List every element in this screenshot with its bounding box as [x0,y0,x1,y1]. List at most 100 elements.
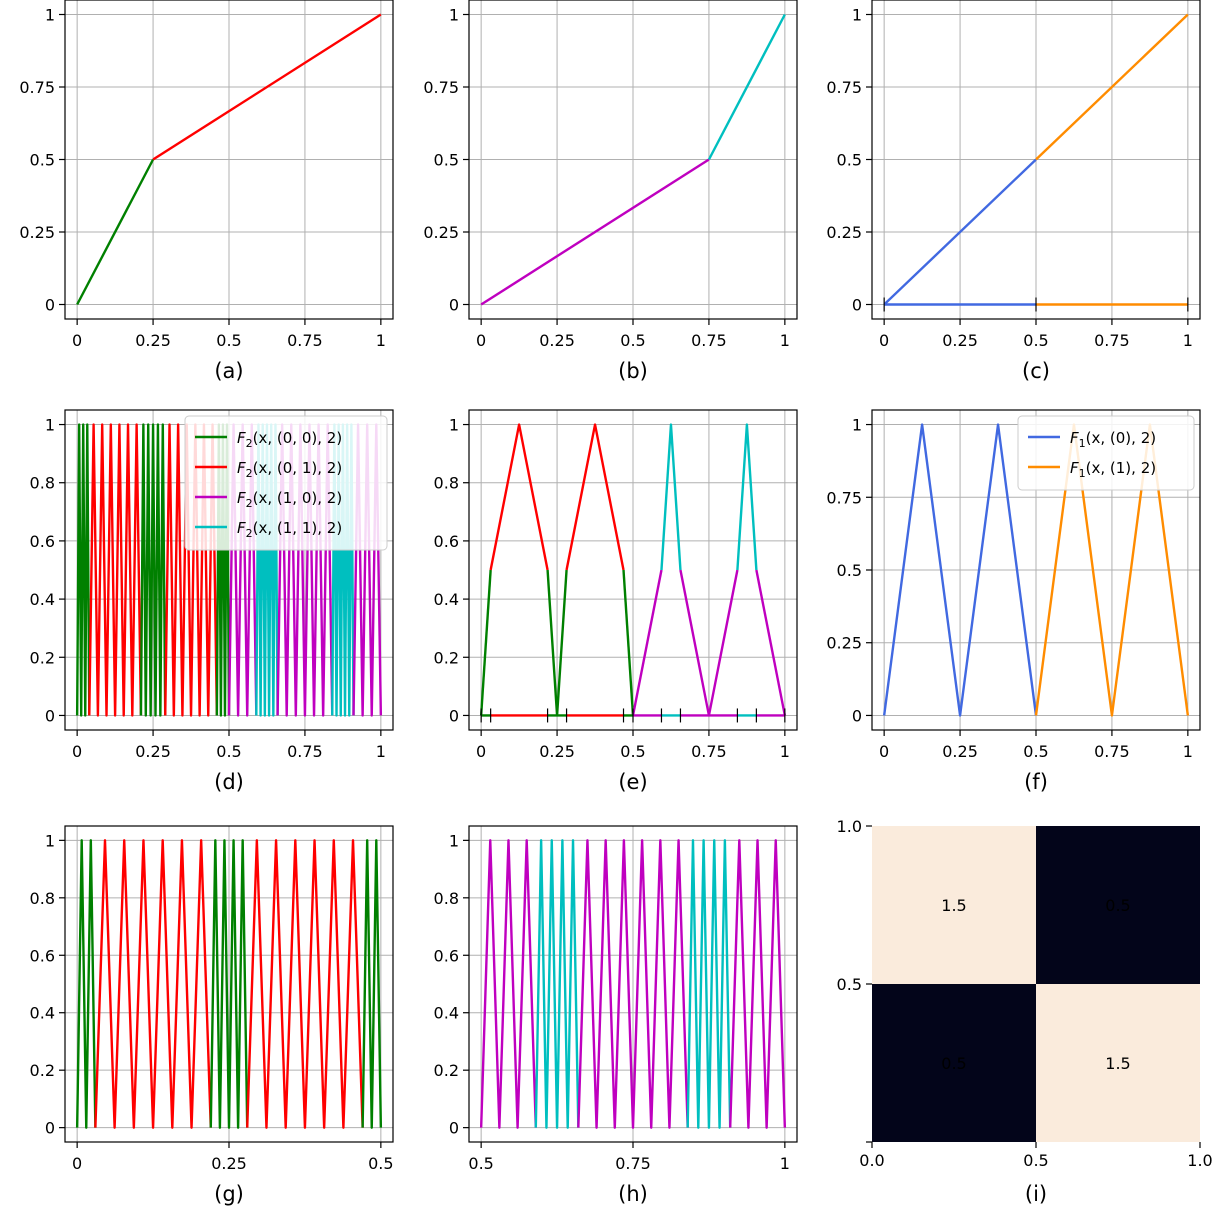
series-line [88,423,143,717]
x-tick-label: 0.0 [859,1151,884,1170]
y-tick-label: 0.75 [826,78,862,97]
y-tick-label: 0.5 [837,975,862,994]
series-line [76,158,155,306]
x-tick-label: 0.25 [135,331,171,350]
series-line [75,839,97,1129]
panel-d: 0 0.25 0.5 0.75 1 0 0.2 0.4 0.6 0.8 1 F2(x, (0, 0),… [30,409,394,794]
y-tick-label: 0.6 [30,532,55,551]
legend-box [1017,415,1195,491]
y-tick-label: 0.4 [434,1004,459,1023]
series-line [209,839,249,1129]
y-tick-label: 0.4 [434,590,459,609]
series-line [479,839,538,1129]
panel-a: 0 0.25 0.5 0.75 1 0 0.25 0.5 0.75 1 (a) [19,0,394,383]
series-line [707,13,786,161]
x-tick-label: 1 [376,331,386,350]
x-tick-label: 1 [780,331,790,350]
x-tick-label: 0.25 [539,742,575,761]
y-tick-label: 0 [852,706,862,725]
panel-caption: (e) [618,770,647,794]
x-tick-label: 0.25 [942,331,978,350]
x-tick-label: 1.0 [1187,1151,1212,1170]
y-tick-label: 0.2 [434,648,459,667]
x-tick-label: 1 [780,742,790,761]
heatmap-cell [1036,826,1200,984]
series-line [94,839,212,1129]
y-tick-label: 0.75 [423,78,459,97]
y-tick-label: 0.5 [837,561,862,580]
x-tick-label: 0.5 [1023,1151,1048,1170]
y-tick-label: 1 [45,6,55,25]
y-tick-label: 0 [45,706,55,725]
heatmap-cell [872,984,1036,1142]
x-tick-label: 0.5 [1023,742,1048,761]
cell-label: 1.5 [1105,1054,1130,1073]
panel-caption: (c) [1022,359,1050,383]
y-tick-label: 0 [449,296,459,315]
y-tick-label: 0.75 [826,488,862,507]
y-tick-label: 0 [45,296,55,315]
panel-e: 0 0.25 0.5 0.75 1 0 0.2 0.4 0.6 0.8 1 (e) [434,409,798,794]
x-tick-label: 0.25 [539,331,575,350]
x-tick-label: 0.5 [216,331,241,350]
y-tick-label: 1 [852,416,862,435]
series-line [577,839,689,1129]
series-line [631,569,663,716]
series-line [75,423,91,717]
series-line [479,569,492,716]
x-tick-label: 0.75 [1094,331,1130,350]
y-tick-label: 0.25 [423,223,459,242]
panel-caption: (f) [1024,770,1048,794]
panel-h: 0.5 0.75 1 0 0.2 0.4 0.6 0.8 1 (h) [434,825,798,1206]
series-line [660,423,682,571]
y-tick-label: 0.25 [19,223,55,242]
series-line [246,839,364,1129]
cell-label: 0.5 [1105,896,1130,915]
x-tick-label: 0.75 [691,742,727,761]
x-tick-label: 0 [72,742,82,761]
series-line [686,839,732,1129]
y-tick-label: 0.2 [30,1061,55,1080]
panel-caption: (g) [214,1182,244,1206]
x-tick-label: 0.25 [135,742,171,761]
x-tick-label: 0.5 [1023,331,1048,350]
x-tick-label: 0.5 [468,1154,493,1173]
panel-caption: (a) [214,359,243,383]
legend-label: F2(x, (0, 0), 2) [237,429,342,450]
panel-caption: (h) [618,1182,648,1206]
y-tick-label: 0.6 [30,946,55,965]
x-tick-label: 1 [1183,742,1193,761]
y-tick-label: 0.4 [30,590,55,609]
series-line [534,839,580,1129]
x-tick-label: 0.25 [211,1154,247,1173]
series-line [276,423,334,717]
y-tick-label: 0.25 [826,223,862,242]
y-tick-label: 0.25 [826,634,862,653]
series-line [565,423,625,571]
y-tick-label: 0.5 [30,151,55,170]
x-tick-label: 0 [879,331,889,350]
y-tick-label: 0 [449,706,459,725]
series-line [728,839,787,1129]
series-line [139,423,167,717]
x-tick-label: 1 [780,1154,790,1173]
series-line [882,423,1038,717]
y-tick-label: 0.2 [30,648,55,667]
y-tick-label: 0.2 [434,1061,459,1080]
series-line [489,423,549,571]
x-tick-label: 0.5 [368,1154,393,1173]
y-tick-label: 0.4 [30,1004,55,1023]
panel-caption: (i) [1025,1182,1047,1206]
y-tick-label: 0.6 [434,532,459,551]
x-tick-label: 0 [72,1154,82,1173]
series-line [164,423,219,717]
x-tick-label: 0.5 [620,742,645,761]
y-tick-label: 0.8 [434,474,459,493]
y-tick-label: 1.0 [837,817,862,836]
y-tick-label: 1 [449,6,459,25]
x-tick-label: 1 [376,742,386,761]
x-tick-label: 0.75 [287,331,323,350]
y-tick-label: 0 [45,1119,55,1138]
y-tick-label: 0.6 [434,946,459,965]
